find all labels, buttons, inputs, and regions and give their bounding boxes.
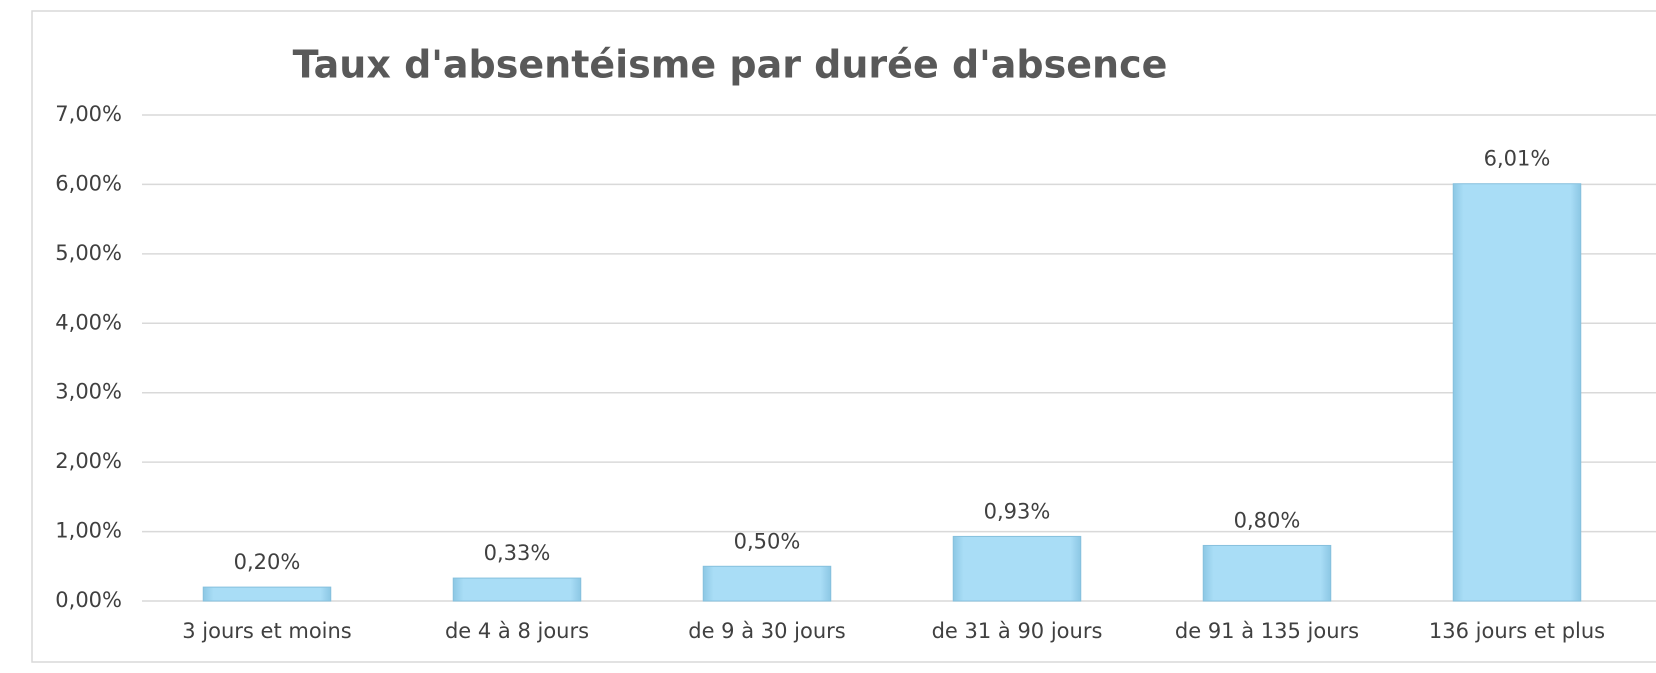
y-tick-label: 6,00%	[55, 171, 122, 195]
data-label: 0,80%	[1234, 508, 1301, 532]
data-label: 0,93%	[984, 499, 1051, 523]
data-label: 0,50%	[734, 529, 801, 553]
bar	[1202, 544, 1332, 602]
y-tick-label: 5,00%	[55, 241, 122, 265]
y-tick-label: 7,00%	[55, 102, 122, 126]
chart-title: Taux d'absentéisme par durée d'absence	[293, 43, 1168, 87]
x-tick-label: de 31 à 90 jours	[932, 619, 1103, 643]
bar	[702, 565, 832, 602]
x-tick-label: 3 jours et moins	[182, 619, 352, 643]
y-tick-label: 0,00%	[55, 588, 122, 612]
x-tick-label: de 4 à 8 jours	[445, 619, 589, 643]
y-tick-label: 1,00%	[55, 519, 122, 543]
bar	[202, 586, 332, 602]
data-label: 6,01%	[1484, 147, 1551, 171]
x-tick-label: de 9 à 30 jours	[688, 619, 845, 643]
y-tick-label: 2,00%	[55, 449, 122, 473]
y-tick-label: 3,00%	[55, 380, 122, 404]
chart-frame	[31, 10, 1656, 663]
data-label: 0,20%	[234, 550, 301, 574]
bar	[1452, 183, 1582, 602]
bar	[952, 535, 1082, 602]
data-label: 0,33%	[484, 541, 551, 565]
bar	[452, 577, 582, 602]
x-tick-label: de 91 à 135 jours	[1175, 619, 1359, 643]
y-tick-label: 4,00%	[55, 310, 122, 334]
x-tick-label: 136 jours et plus	[1429, 619, 1605, 643]
